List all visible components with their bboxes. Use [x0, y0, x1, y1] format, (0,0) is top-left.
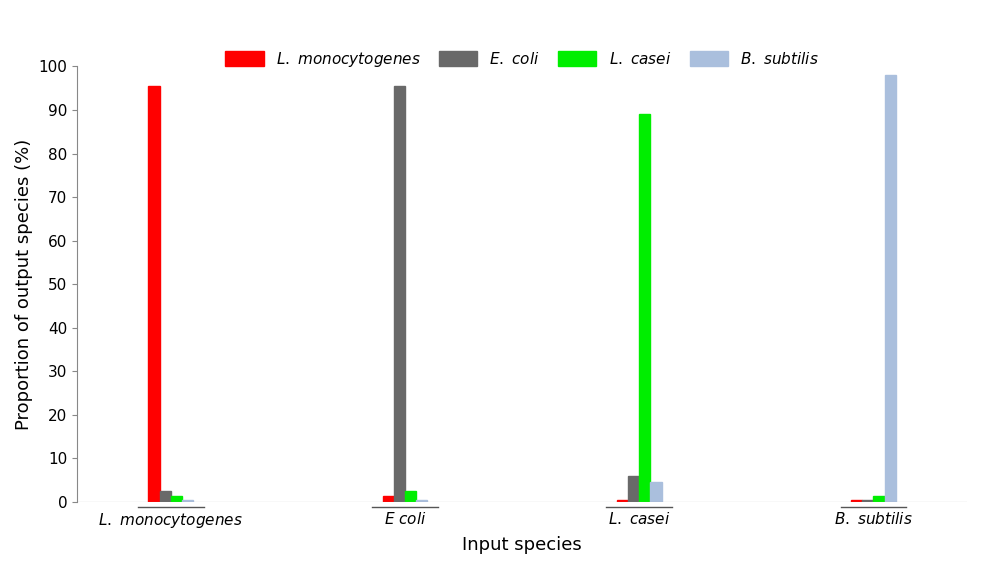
- Bar: [182, 500, 193, 502]
- Bar: [850, 500, 862, 502]
- Bar: [885, 75, 896, 502]
- Legend: $\it{L.\ monocytogenes}$, $\it{E.\ coli}$, $\it{L.\ casei}$, $\it{B.\ subtilis}$: $\it{L.\ monocytogenes}$, $\it{E.\ coli}…: [219, 44, 825, 75]
- Bar: [627, 476, 639, 502]
- Bar: [617, 500, 627, 502]
- Bar: [394, 86, 405, 502]
- Bar: [416, 500, 427, 502]
- Bar: [171, 497, 182, 502]
- Bar: [873, 497, 885, 502]
- X-axis label: Input species: Input species: [463, 536, 582, 554]
- Bar: [383, 497, 394, 502]
- Bar: [650, 482, 662, 502]
- Bar: [862, 500, 873, 502]
- Bar: [639, 114, 650, 502]
- Bar: [160, 491, 171, 502]
- Bar: [405, 491, 416, 502]
- Bar: [148, 86, 160, 502]
- Y-axis label: Proportion of output species (%): Proportion of output species (%): [15, 138, 33, 430]
